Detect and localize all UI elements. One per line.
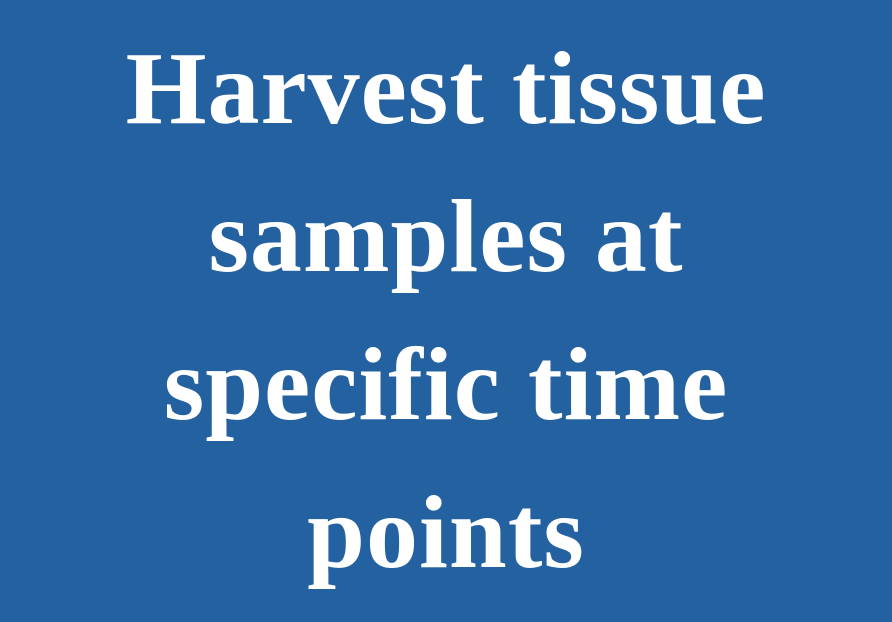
step-label-line-3: specific time [163, 327, 729, 442]
step-label-line-4: points [307, 475, 585, 590]
step-label-line-1: Harvest tissue [125, 31, 767, 146]
step-label: Harvest tissue samples at specific time … [0, 15, 892, 607]
step-label-line-2: samples at [208, 179, 684, 294]
